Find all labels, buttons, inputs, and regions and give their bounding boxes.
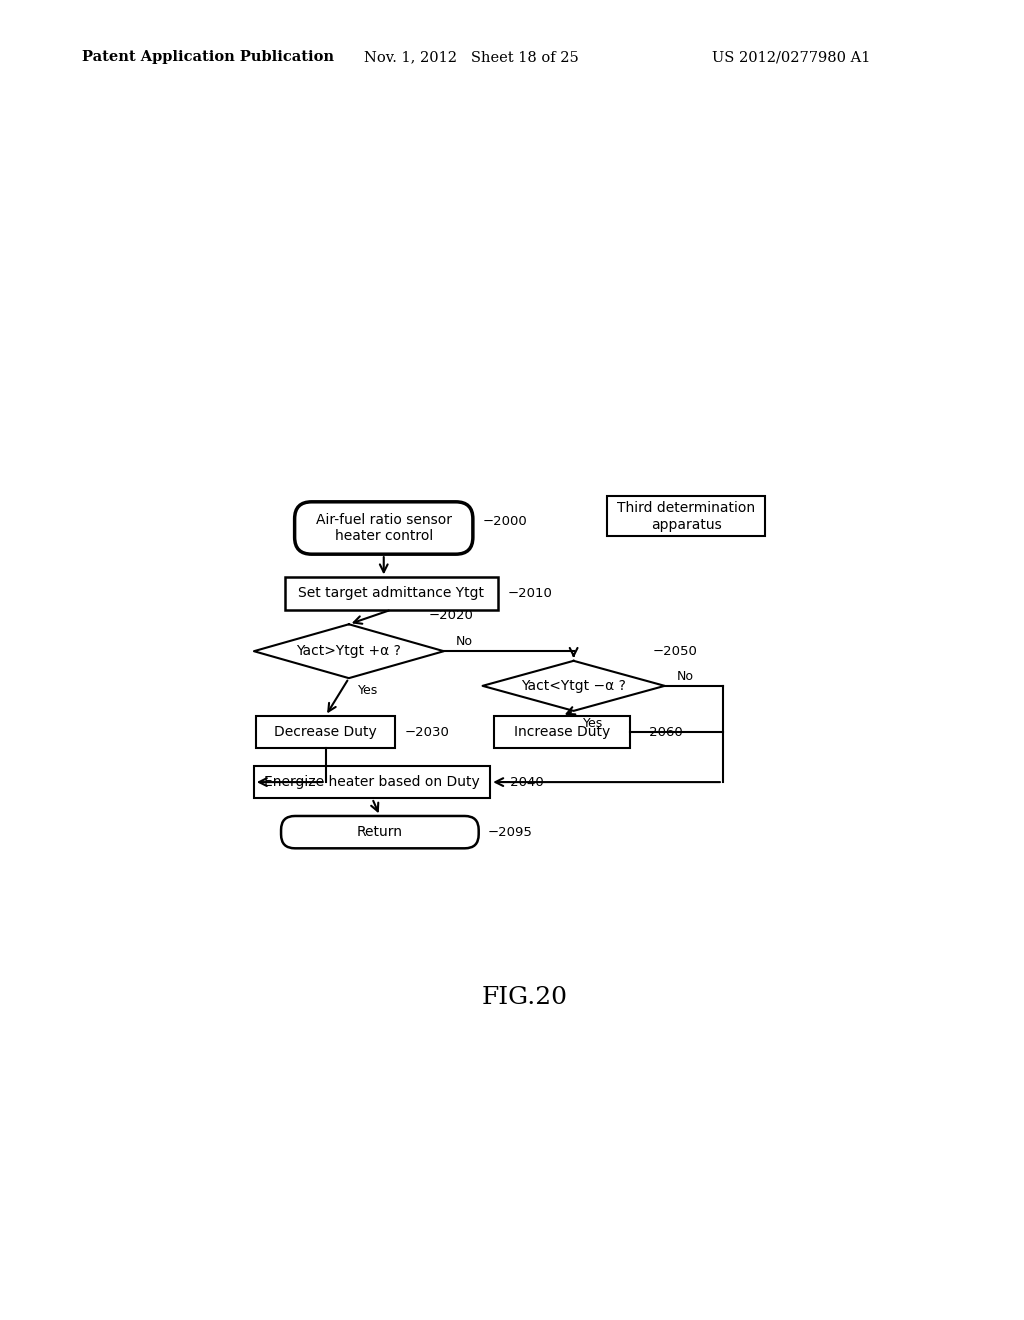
Text: Decrease Duty: Decrease Duty bbox=[274, 725, 377, 739]
Text: −2030: −2030 bbox=[404, 726, 450, 739]
Text: −2010: −2010 bbox=[507, 587, 552, 601]
Bar bbox=[495, 715, 630, 748]
Bar bbox=[606, 496, 765, 536]
Text: Return: Return bbox=[357, 825, 402, 840]
Text: −2095: −2095 bbox=[488, 825, 532, 838]
Text: Nov. 1, 2012   Sheet 18 of 25: Nov. 1, 2012 Sheet 18 of 25 bbox=[364, 50, 579, 65]
Text: Energize heater based on Duty: Energize heater based on Duty bbox=[264, 775, 480, 789]
Text: No: No bbox=[456, 635, 472, 648]
Text: Yact<Ytgt −α ?: Yact<Ytgt −α ? bbox=[521, 678, 626, 693]
Bar bbox=[254, 766, 490, 799]
FancyBboxPatch shape bbox=[295, 502, 473, 554]
Text: −2000: −2000 bbox=[482, 515, 527, 528]
FancyBboxPatch shape bbox=[281, 816, 478, 849]
Text: Patent Application Publication: Patent Application Publication bbox=[82, 50, 334, 65]
Text: Yes: Yes bbox=[583, 717, 603, 730]
Text: Air-fuel ratio sensor
heater control: Air-fuel ratio sensor heater control bbox=[315, 513, 452, 543]
Bar bbox=[256, 715, 395, 748]
Text: Set target admittance Ytgt: Set target admittance Ytgt bbox=[299, 586, 484, 601]
Text: −2050: −2050 bbox=[653, 645, 698, 659]
Text: −2040: −2040 bbox=[500, 776, 545, 788]
Text: FIG.20: FIG.20 bbox=[482, 986, 567, 1010]
Text: −2060: −2060 bbox=[639, 726, 684, 739]
Text: −2020: −2020 bbox=[428, 609, 473, 622]
Text: Third determination
apparatus: Third determination apparatus bbox=[616, 502, 755, 532]
Text: US 2012/0277980 A1: US 2012/0277980 A1 bbox=[712, 50, 870, 65]
Text: Yact>Ytgt +α ?: Yact>Ytgt +α ? bbox=[296, 644, 401, 659]
Text: Yes: Yes bbox=[358, 684, 379, 697]
Text: No: No bbox=[676, 671, 693, 684]
Bar bbox=[285, 577, 498, 610]
Text: Increase Duty: Increase Duty bbox=[514, 725, 610, 739]
